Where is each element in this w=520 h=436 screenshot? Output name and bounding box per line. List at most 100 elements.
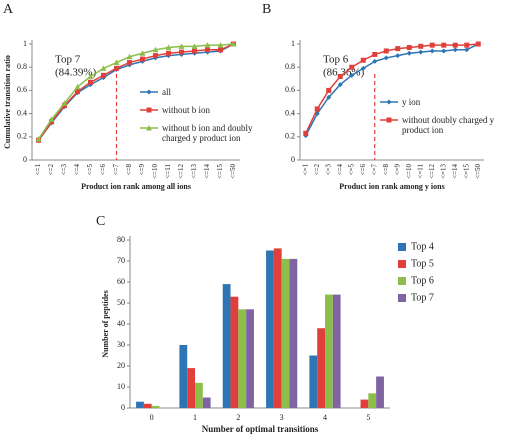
marker bbox=[441, 48, 447, 54]
x-tick-label: <=2 bbox=[47, 164, 55, 176]
legend-entry: without doubly charged y product ion bbox=[402, 115, 495, 135]
legend-swatch bbox=[398, 260, 406, 268]
marker bbox=[101, 72, 106, 78]
marker bbox=[217, 42, 224, 48]
marker bbox=[372, 51, 378, 57]
marker bbox=[452, 47, 458, 53]
marker bbox=[146, 89, 152, 95]
legend-label: Top 4 bbox=[411, 241, 434, 252]
marker bbox=[230, 41, 237, 47]
marker bbox=[349, 72, 355, 78]
series-line bbox=[305, 43, 479, 134]
annotation: (86.36%) bbox=[323, 67, 365, 79]
bar bbox=[202, 397, 211, 408]
marker bbox=[452, 42, 458, 48]
y-tick-label: 0 bbox=[291, 155, 295, 164]
series-line bbox=[37, 43, 234, 141]
x-tick-label: <=3 bbox=[324, 164, 332, 176]
marker bbox=[464, 42, 470, 48]
x-tick-label: <=7 bbox=[112, 164, 120, 176]
x-tick-label: 5 bbox=[366, 413, 370, 422]
x-tick-label: <=14 bbox=[451, 164, 459, 179]
bar bbox=[136, 401, 144, 408]
y-tick-label: 0 bbox=[23, 155, 27, 164]
y-tick-label: 20 bbox=[117, 361, 125, 370]
y-tick-label: 0.4 bbox=[17, 108, 27, 117]
x-tick-label: <=6 bbox=[99, 164, 107, 176]
x-tick-label: <=14 bbox=[203, 164, 211, 179]
legend-entry: without b ion and doubly charged y produ… bbox=[162, 123, 253, 143]
legend-label: Top 5 bbox=[411, 258, 434, 269]
legend-label: without doubly charged y product ion bbox=[402, 115, 495, 135]
y-tick-label: 0.4 bbox=[285, 108, 295, 117]
bar bbox=[143, 403, 152, 408]
marker bbox=[475, 41, 481, 47]
marker bbox=[87, 73, 94, 79]
marker bbox=[464, 47, 470, 53]
marker bbox=[192, 48, 197, 54]
legend-label: Top 7 bbox=[411, 292, 434, 303]
x-axis-title: Product ion rank among y ions bbox=[339, 182, 444, 191]
x-tick-label: <=11 bbox=[164, 164, 172, 179]
series-line bbox=[305, 43, 479, 136]
x-tick-label: <=10 bbox=[151, 164, 159, 179]
x-tick-label: <=3 bbox=[60, 164, 68, 176]
legend-entry: all bbox=[162, 87, 171, 97]
marker bbox=[126, 53, 133, 60]
marker bbox=[152, 46, 159, 53]
marker bbox=[139, 50, 146, 56]
y-tick-label: 40 bbox=[117, 319, 125, 328]
x-tick-label: <=9 bbox=[138, 164, 146, 176]
bar bbox=[376, 376, 384, 408]
marker bbox=[166, 50, 171, 56]
x-tick-label: <=15 bbox=[462, 164, 470, 179]
x-tick-label: <=5 bbox=[347, 164, 355, 176]
marker bbox=[218, 47, 223, 53]
legend-entry: without b ion bbox=[162, 105, 210, 115]
series-line bbox=[37, 43, 234, 141]
marker bbox=[146, 125, 152, 131]
legend-label: Top 6 bbox=[411, 275, 434, 286]
marker bbox=[314, 106, 320, 112]
panel-label: C bbox=[96, 214, 105, 229]
y-tick-label: 80 bbox=[117, 235, 125, 244]
marker bbox=[35, 136, 42, 142]
marker bbox=[337, 73, 343, 79]
y-tick-label: 0.6 bbox=[17, 85, 27, 94]
legend-swatch bbox=[398, 277, 406, 285]
marker bbox=[127, 60, 132, 66]
marker bbox=[429, 48, 435, 54]
marker bbox=[406, 50, 412, 56]
marker bbox=[165, 44, 172, 50]
x-tick-label: 1 bbox=[193, 413, 197, 422]
marker bbox=[441, 42, 447, 48]
bar bbox=[332, 294, 341, 408]
x-tick-label: 4 bbox=[323, 413, 327, 422]
y-axis-title: Number of peptides bbox=[101, 290, 110, 357]
bar bbox=[360, 399, 369, 408]
x-tick-label: <=9 bbox=[393, 164, 401, 176]
x-tick-label: <=4 bbox=[336, 164, 344, 176]
y-tick-label: 0 bbox=[121, 403, 125, 412]
marker bbox=[114, 65, 119, 71]
x-tick-label: <=50 bbox=[229, 164, 237, 179]
marker bbox=[61, 100, 68, 106]
x-tick-label: 3 bbox=[280, 413, 284, 422]
marker bbox=[386, 99, 392, 105]
marker bbox=[153, 53, 158, 59]
marker bbox=[395, 53, 401, 59]
bar bbox=[222, 284, 231, 408]
bar bbox=[230, 296, 239, 408]
y-tick-label: 1 bbox=[23, 39, 27, 48]
marker bbox=[383, 55, 389, 61]
marker bbox=[326, 87, 332, 93]
bar bbox=[187, 368, 195, 408]
legend-label: all bbox=[162, 87, 171, 97]
marker bbox=[383, 48, 389, 54]
x-tick-label: <=8 bbox=[125, 164, 133, 176]
y-tick-label: 70 bbox=[117, 256, 125, 265]
marker bbox=[191, 43, 198, 49]
y-axis-title: Cumulative transition ratio bbox=[3, 55, 12, 149]
x-tick-label: <=5 bbox=[86, 164, 94, 176]
